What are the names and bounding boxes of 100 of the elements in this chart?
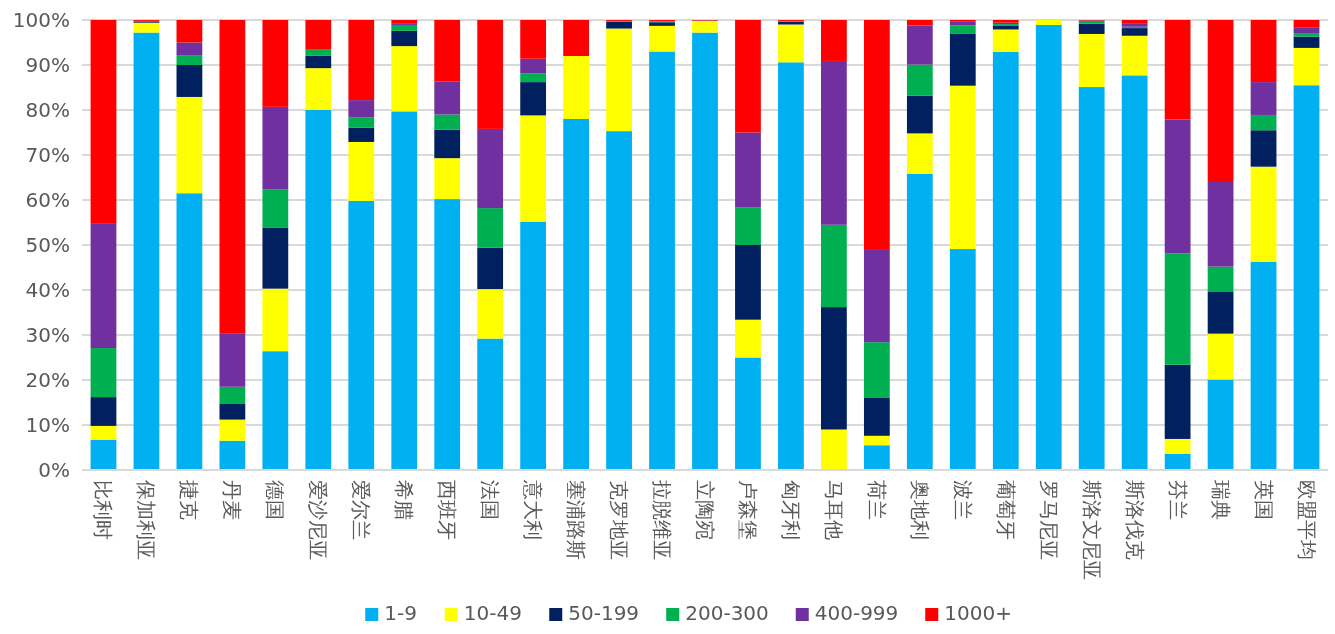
bar <box>520 115 547 222</box>
bar <box>906 95 933 134</box>
y-tick-label: 50% <box>25 233 70 257</box>
bar <box>1207 291 1234 334</box>
bar <box>391 30 418 47</box>
bar <box>434 81 461 115</box>
bar <box>262 189 289 228</box>
x-tick-label: 法国 <box>478 480 503 520</box>
x-tick-label: 葡萄牙 <box>993 480 1018 540</box>
bar <box>735 132 761 208</box>
bar <box>434 114 461 130</box>
y-tick-label: 70% <box>25 143 70 167</box>
bar <box>90 439 117 470</box>
bar <box>133 22 160 33</box>
bar <box>821 60 847 225</box>
bar <box>348 127 375 142</box>
x-tick-label: 卢森堡 <box>735 480 760 540</box>
bar <box>477 208 504 248</box>
bar <box>477 289 504 339</box>
bar <box>391 46 418 112</box>
x-tick-label: 爱沙尼亚 <box>306 480 331 560</box>
x-tick-label: 荷兰 <box>864 480 889 520</box>
bar <box>262 227 289 289</box>
bar <box>434 199 461 470</box>
bar <box>949 33 976 86</box>
x-tick-label: 瑞典 <box>1208 480 1233 520</box>
bar <box>1293 27 1320 34</box>
bar <box>90 425 117 440</box>
bar <box>434 20 461 82</box>
x-tick-label: 爱尔兰 <box>349 480 374 540</box>
bar <box>1121 75 1148 470</box>
bar <box>863 445 890 470</box>
bar <box>520 82 547 116</box>
x-tick-label: 德国 <box>263 480 288 520</box>
bar <box>735 357 761 470</box>
bar <box>863 249 890 343</box>
bar <box>1207 333 1234 380</box>
bar <box>305 68 332 110</box>
x-tick-label: 马耳他 <box>821 480 846 540</box>
bar <box>305 110 332 470</box>
y-tick-label: 10% <box>25 413 70 437</box>
x-tick-label: 西班牙 <box>435 480 460 540</box>
bar <box>1293 33 1320 37</box>
bar <box>949 249 976 470</box>
y-tick-label: 80% <box>25 98 70 122</box>
bar <box>477 128 504 209</box>
x-tick-label: 克罗地亚 <box>607 480 632 560</box>
bar <box>1293 20 1320 28</box>
bar <box>906 20 933 26</box>
x-tick-label: 波兰 <box>950 480 975 520</box>
bar <box>1035 20 1062 25</box>
bar <box>563 20 589 56</box>
bar <box>520 221 547 470</box>
bar <box>434 158 461 200</box>
legend-label: 10-49 <box>463 601 522 625</box>
x-tick-label: 欧盟平均 <box>1294 480 1319 560</box>
bar <box>1164 20 1191 120</box>
bar <box>1035 24 1062 470</box>
bar <box>176 193 203 470</box>
x-tick-label: 拉脱维亚 <box>650 480 675 560</box>
bar <box>176 55 203 65</box>
bar <box>1250 130 1277 167</box>
bar <box>477 20 504 129</box>
bar <box>348 20 375 101</box>
bar <box>219 403 246 420</box>
bar <box>90 397 117 426</box>
bar <box>391 111 418 470</box>
bar <box>262 288 289 352</box>
bar <box>735 207 761 245</box>
bar <box>133 32 160 470</box>
x-tick-label: 罗马尼亚 <box>1036 480 1061 560</box>
bar <box>906 64 933 96</box>
bar <box>992 25 1019 30</box>
bar <box>692 32 718 470</box>
bar <box>305 55 332 69</box>
legend-label: 400-999 <box>814 601 899 625</box>
bar <box>1164 119 1191 254</box>
bar <box>219 20 246 334</box>
bar <box>992 51 1019 470</box>
bar <box>1078 33 1105 88</box>
bar <box>1250 20 1277 83</box>
y-tick-label: 90% <box>25 53 70 77</box>
bar <box>219 333 246 387</box>
bar <box>520 58 547 74</box>
x-tick-label: 丹麦 <box>220 480 245 520</box>
bar <box>1250 166 1277 262</box>
x-tick-label: 芬兰 <box>1165 480 1190 520</box>
bar <box>821 307 847 430</box>
x-tick-label: 匈牙利 <box>778 480 803 540</box>
x-tick-label: 比利时 <box>91 480 116 540</box>
bar <box>1078 23 1105 34</box>
bar <box>949 85 976 250</box>
bar <box>348 117 375 128</box>
bar <box>477 338 504 470</box>
x-tick-label: 立陶宛 <box>693 480 717 540</box>
bar <box>434 129 461 159</box>
bar <box>305 20 332 50</box>
bar <box>1121 35 1148 76</box>
bar <box>563 119 589 470</box>
bar <box>262 106 289 190</box>
